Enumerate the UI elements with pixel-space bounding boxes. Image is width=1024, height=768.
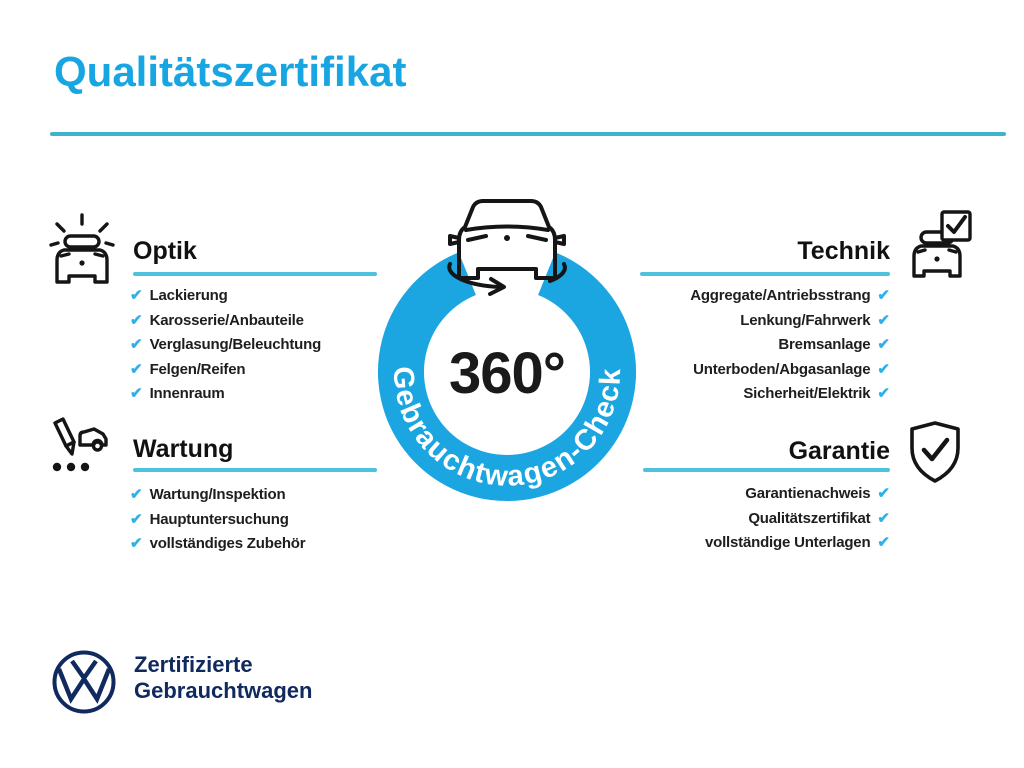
page-title: Qualitätszertifikat: [54, 48, 407, 95]
check-item-label: Hauptuntersuchung: [149, 510, 289, 528]
check-item: Qualitätszertifikat ✔: [530, 509, 890, 527]
shield-check-icon: [910, 421, 960, 483]
section-title-wartung: Wartung: [133, 435, 234, 463]
check-icon: ✔: [130, 360, 143, 378]
check-icon: ✔: [877, 360, 890, 378]
check-item-label: vollständige Unterlagen: [704, 534, 871, 551]
check-item-label: Verglasung/Beleuchtung: [149, 336, 322, 353]
service-checklist-icon: [52, 417, 108, 472]
check-icon: ✔: [130, 287, 143, 304]
check-item: Bremsanlage ✔: [530, 337, 890, 353]
check-item: ✔ Felgen/Reifen: [130, 360, 321, 378]
check-item: ✔ vollständiges Zubehör: [130, 535, 306, 552]
degree-label: 360°: [449, 341, 565, 406]
check-item-label: vollständiges Zubehör: [149, 535, 306, 552]
badge-ring: [378, 252, 636, 501]
sparkling-car-icon: [49, 213, 115, 284]
check-item-label: Lenkung/Fahrwerk: [740, 311, 871, 329]
check-icon: ✔: [877, 485, 890, 502]
footer-line2: Gebrauchtwagen: [134, 678, 313, 703]
360-check-badge: Gebrauchtwagen-Check 360°: [378, 199, 636, 501]
check-icon: ✔: [130, 385, 143, 402]
section-title-technik: Technik: [797, 237, 890, 265]
check-icon: ✔: [877, 336, 890, 353]
check-item: vollständige Unterlagen ✔: [530, 535, 890, 551]
section-underline-wartung: [133, 468, 377, 472]
check-item: ✔ Verglasung/Beleuchtung: [130, 337, 321, 353]
check-icon: ✔: [877, 385, 890, 402]
check-item-label: Innenraum: [149, 385, 225, 402]
check-icon: ✔: [130, 336, 143, 353]
check-item-label: Garantienachweis: [745, 485, 871, 502]
vw-logo: [52, 650, 116, 714]
check-icon: ✔: [877, 509, 890, 527]
section-title-optik: Optik: [133, 237, 197, 265]
footer-line1: Zertifizierte: [134, 652, 253, 677]
optik-checklist: ✔ Lackierung ✔ Karosserie/Anbauteile ✔ Verg…: [130, 288, 321, 402]
check-item: ✔ Lackierung: [130, 288, 321, 304]
check-item-label: Qualitätszertifikat: [748, 509, 871, 527]
check-item-label: Lackierung: [149, 287, 228, 304]
garantie-checklist: Garantienachweis ✔ Qualitätszertifikat ✔ v…: [530, 486, 890, 551]
check-item: Lenkung/Fahrwerk ✔: [530, 311, 890, 329]
check-item-label: Unterboden/Abgasanlage: [693, 360, 871, 378]
check-icon: ✔: [877, 311, 890, 329]
car-checkbox-icon: [912, 210, 972, 278]
section-title-garantie: Garantie: [788, 437, 890, 465]
wartung-checklist: ✔ Wartung/Inspektion ✔ Hauptuntersuchung ✔…: [130, 487, 306, 552]
section-underline-garantie: [643, 468, 890, 472]
check-item-label: Sicherheit/Elektrik: [743, 385, 871, 402]
rotating-car-icon: [447, 199, 567, 296]
check-item-label: Wartung/Inspektion: [149, 486, 286, 503]
check-icon: ✔: [130, 486, 143, 503]
section-underline-optik: [133, 272, 377, 276]
check-item: Unterboden/Abgasanlage ✔: [530, 360, 890, 378]
header-divider: [50, 132, 1006, 136]
check-icon: ✔: [130, 311, 143, 329]
check-item: ✔ Hauptuntersuchung: [130, 510, 305, 528]
check-item: ✔ Karosserie/Anbauteile: [130, 311, 321, 329]
section-underline-technik: [640, 272, 890, 276]
check-item-label: Bremsanlage: [778, 336, 871, 353]
check-item: Aggregate/Antriebsstrang ✔: [530, 288, 890, 304]
check-item: ✔ Innenraum: [130, 386, 321, 402]
check-icon: ✔: [877, 287, 890, 304]
technik-checklist: Aggregate/Antriebsstrang ✔ Lenkung/Fahrwe…: [530, 288, 890, 402]
check-icon: ✔: [130, 535, 143, 552]
check-icon: ✔: [877, 534, 890, 551]
check-item-label: Felgen/Reifen: [149, 360, 246, 378]
check-item-label: Aggregate/Antriebsstrang: [690, 287, 871, 304]
check-icon: ✔: [130, 510, 143, 528]
check-item: Sicherheit/Elektrik ✔: [530, 386, 890, 402]
footer-brand-text: Zertifizierte Gebrauchtwagen: [134, 652, 312, 704]
check-item: Garantienachweis ✔: [530, 486, 890, 502]
check-item-label: Karosserie/Anbauteile: [149, 311, 304, 329]
check-item: ✔ Wartung/Inspektion: [130, 487, 305, 503]
